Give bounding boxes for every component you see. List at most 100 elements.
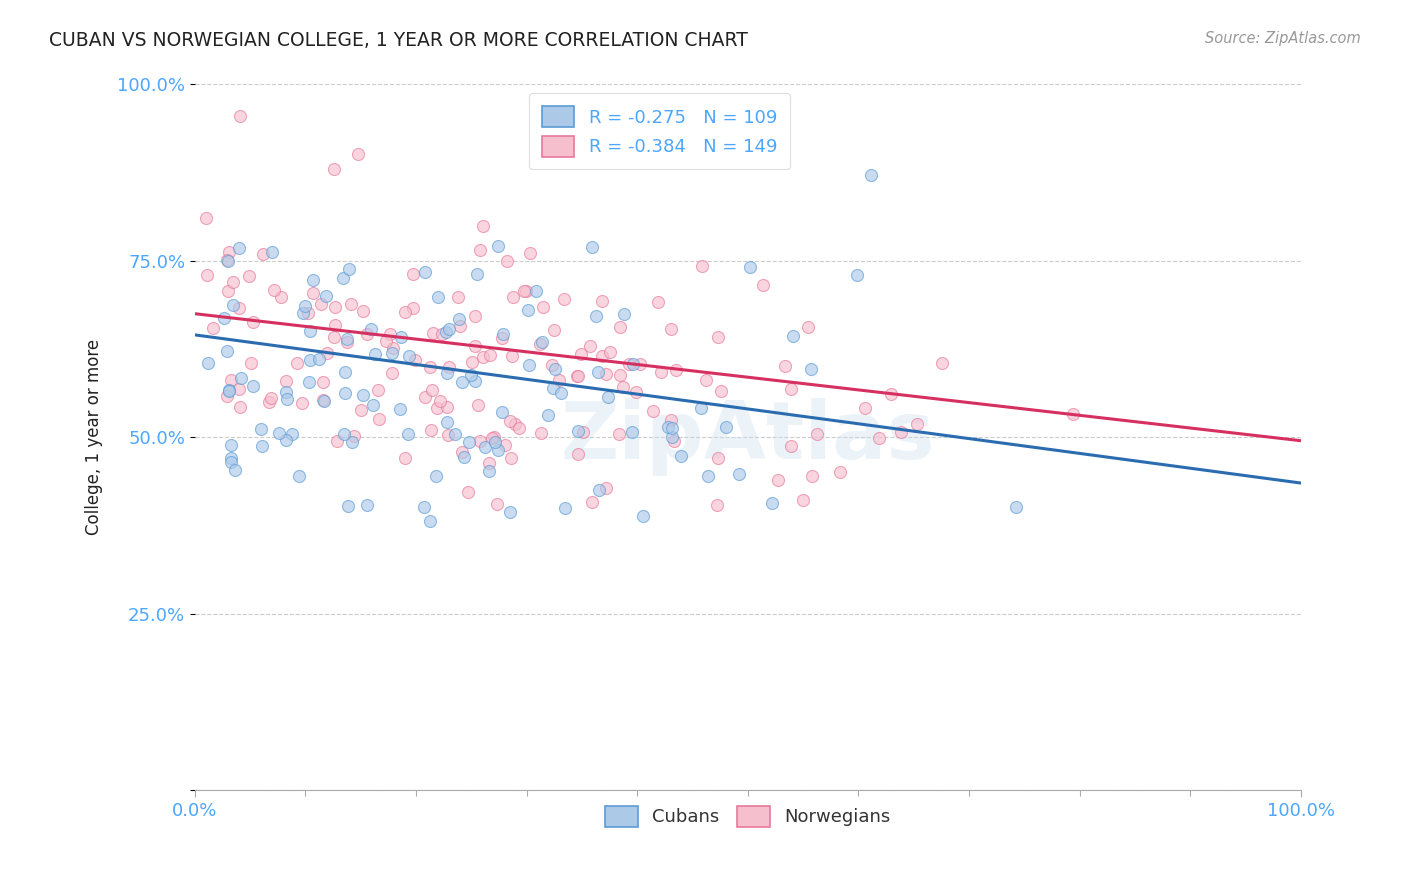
Point xyxy=(537,408,560,422)
Point xyxy=(585,310,607,324)
Point xyxy=(492,326,515,341)
Point xyxy=(274,434,297,448)
Point xyxy=(626,384,648,399)
Point xyxy=(363,398,385,412)
Point xyxy=(797,319,820,334)
Point xyxy=(853,401,876,416)
Point xyxy=(316,346,339,360)
Point xyxy=(581,240,603,254)
Point xyxy=(550,386,572,401)
Point xyxy=(499,505,522,519)
Point xyxy=(215,252,238,267)
Point xyxy=(464,339,486,353)
Point xyxy=(332,271,354,285)
Point xyxy=(347,147,370,161)
Point xyxy=(242,378,264,392)
Point xyxy=(218,244,240,259)
Point xyxy=(661,430,683,444)
Y-axis label: College, 1 year or more: College, 1 year or more xyxy=(86,339,103,535)
Point xyxy=(429,393,451,408)
Point xyxy=(467,398,489,412)
Point xyxy=(905,417,928,431)
Point xyxy=(710,384,733,398)
Point xyxy=(212,310,235,325)
Point xyxy=(228,301,250,316)
Point xyxy=(336,335,359,350)
Point xyxy=(665,363,688,377)
Point xyxy=(250,422,273,436)
Point xyxy=(752,277,775,292)
Point xyxy=(486,239,509,253)
Point xyxy=(494,438,516,452)
Point xyxy=(499,450,522,465)
Point xyxy=(541,358,564,372)
Point xyxy=(609,368,631,383)
Point xyxy=(375,334,398,349)
Point xyxy=(572,425,595,439)
Point xyxy=(298,375,321,389)
Point xyxy=(613,307,636,321)
Point xyxy=(276,375,298,389)
Point xyxy=(806,427,828,442)
Point xyxy=(336,499,359,513)
Point xyxy=(697,469,720,483)
Point xyxy=(381,366,404,380)
Point xyxy=(426,401,449,415)
Point xyxy=(773,359,796,374)
Point xyxy=(426,290,449,304)
Point xyxy=(301,285,323,300)
Point xyxy=(621,357,644,371)
Point xyxy=(229,400,252,414)
Point xyxy=(569,347,592,361)
Point xyxy=(366,384,388,398)
Point xyxy=(515,285,537,299)
Point xyxy=(314,394,336,409)
Point xyxy=(554,500,576,515)
Point xyxy=(451,445,474,459)
Point xyxy=(326,434,349,448)
Point xyxy=(664,434,686,448)
Point xyxy=(609,319,631,334)
Point xyxy=(845,268,868,282)
Point xyxy=(425,469,447,483)
Point xyxy=(217,284,239,298)
Point xyxy=(312,392,335,407)
Point xyxy=(547,373,569,387)
Point xyxy=(404,352,426,367)
Point xyxy=(217,253,239,268)
Point xyxy=(659,412,682,426)
Point xyxy=(641,404,664,418)
Point xyxy=(457,484,479,499)
Point xyxy=(197,356,219,370)
Point xyxy=(422,326,444,341)
Point xyxy=(478,457,501,471)
Point xyxy=(565,368,588,383)
Point xyxy=(364,347,387,361)
Point xyxy=(333,427,356,442)
Point xyxy=(486,497,509,511)
Point xyxy=(706,498,728,512)
Point xyxy=(228,241,250,255)
Point xyxy=(486,442,509,457)
Point xyxy=(484,435,506,450)
Point xyxy=(276,392,298,407)
Point xyxy=(581,495,603,509)
Point xyxy=(543,323,565,337)
Point xyxy=(1062,407,1084,421)
Point xyxy=(768,473,790,487)
Legend: Cubans, Norwegians: Cubans, Norwegians xyxy=(598,798,898,834)
Point xyxy=(291,396,314,410)
Point xyxy=(647,295,669,310)
Point xyxy=(707,330,730,344)
Point xyxy=(413,265,436,279)
Point xyxy=(419,514,441,528)
Point xyxy=(630,357,652,371)
Text: Source: ZipAtlas.com: Source: ZipAtlas.com xyxy=(1205,31,1361,46)
Point xyxy=(650,364,672,378)
Point xyxy=(457,435,479,450)
Point xyxy=(297,305,319,319)
Point xyxy=(434,326,457,340)
Point xyxy=(217,389,239,403)
Point xyxy=(323,300,346,314)
Point xyxy=(340,297,363,311)
